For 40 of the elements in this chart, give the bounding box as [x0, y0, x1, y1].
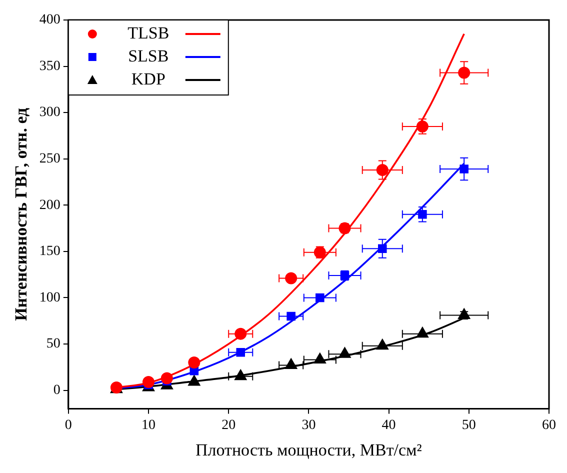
y-tick-label: 50: [46, 336, 60, 352]
legend-label: TLSB: [128, 23, 170, 42]
point: [142, 376, 154, 388]
point: [284, 358, 298, 370]
point: [416, 326, 429, 338]
y-tick-label: 200: [39, 198, 60, 213]
x-tick-label: 60: [542, 418, 556, 433]
point: [188, 356, 200, 369]
point: [188, 374, 200, 386]
point: [314, 352, 326, 364]
point: [376, 164, 388, 176]
y-tick-label: 150: [39, 244, 60, 260]
x-tick-label: 40: [382, 418, 396, 433]
point: [460, 164, 468, 174]
point: [234, 369, 247, 380]
legend-label: KDP: [131, 69, 166, 88]
x-tick-label: 50: [462, 418, 476, 433]
point: [458, 66, 470, 79]
y-tick-label: 400: [39, 12, 60, 28]
y-axis-title: Интенсивность ГВГ, отн. ед: [12, 107, 31, 321]
y-tick-label: 300: [39, 105, 60, 120]
point: [236, 348, 246, 357]
point: [378, 244, 387, 254]
x-axis-title: Плотность мощности, МВт/см²: [195, 440, 422, 460]
point: [338, 347, 351, 358]
y-tick-label: 350: [39, 58, 60, 74]
y-tick-label: 100: [39, 290, 60, 306]
point: [418, 210, 427, 219]
x-tick-label: 30: [302, 418, 316, 433]
point: [160, 372, 173, 384]
y-tick-label: 0: [53, 382, 60, 398]
x-tick-label: 0: [64, 418, 72, 433]
legend-label: SLSB: [128, 46, 169, 66]
x-tick-label: 20: [222, 418, 236, 433]
point: [285, 272, 298, 284]
y-tick-label: 250: [39, 152, 60, 167]
point: [316, 293, 324, 302]
point: [376, 338, 389, 350]
point: [286, 312, 296, 321]
x-tick-label: 10: [142, 418, 156, 433]
